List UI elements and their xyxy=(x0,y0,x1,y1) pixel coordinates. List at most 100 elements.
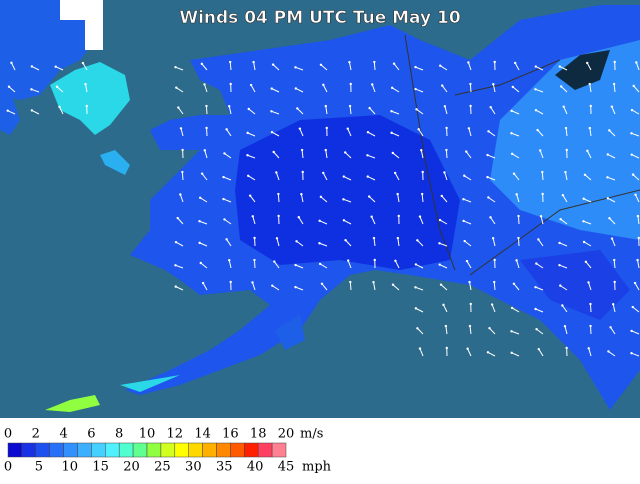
wind-arrow-head xyxy=(343,175,345,177)
wind-arrow-head xyxy=(634,282,636,284)
legend-tick-ms: 6 xyxy=(87,427,95,442)
legend-tick-ms: 16 xyxy=(222,427,239,442)
wind-arrow-head xyxy=(565,347,567,349)
wind-arrow-head xyxy=(392,152,394,154)
wind-arrow-head xyxy=(393,63,395,65)
legend-swatch xyxy=(230,443,244,457)
wind-arrow-head xyxy=(31,109,33,111)
wind-arrow-head xyxy=(179,193,181,195)
wind-arrow-head xyxy=(612,303,614,305)
wind-arrow-head xyxy=(371,83,373,85)
wind-arrow-head xyxy=(415,263,417,265)
wind-arrow-head xyxy=(247,175,249,177)
map-title: Winds 04 PM UTC Tue May 10 xyxy=(179,8,461,28)
wind-arrow-head xyxy=(373,237,375,239)
wind-arrow-head xyxy=(630,132,632,134)
wind-arrow-head xyxy=(174,66,176,68)
wind-arrow-head xyxy=(560,85,562,87)
wind-arrow-head xyxy=(469,83,471,85)
legend-tick-mph: 10 xyxy=(62,460,79,475)
wind-arrow-head xyxy=(445,127,447,129)
wind-arrow-head xyxy=(510,132,512,134)
wind-arrow-head xyxy=(55,65,57,67)
wind-arrow-head xyxy=(636,259,638,261)
wind-arrow-head xyxy=(349,281,351,283)
wind-arrow-head xyxy=(222,198,224,200)
wind-arrow-head xyxy=(582,220,584,222)
wind-arrow-head xyxy=(511,307,513,309)
wind-arrow-head xyxy=(489,216,491,218)
wind-arrow-head xyxy=(534,286,536,288)
wind-arrow-head xyxy=(394,260,396,262)
legend-unit-mph: mph xyxy=(302,460,332,475)
wind-arrow-head xyxy=(534,308,536,310)
wind-arrow-head xyxy=(204,149,206,151)
wind-arrow-head xyxy=(398,215,400,217)
legend-swatch xyxy=(36,443,50,457)
legend-tick-ms: 14 xyxy=(194,427,211,442)
wind-arrow-head xyxy=(465,150,467,152)
wind-arrow-head xyxy=(614,61,616,63)
wind-arrow-head xyxy=(607,350,609,352)
wind-arrow-head xyxy=(539,149,541,151)
wind-arrow-head xyxy=(468,281,470,283)
wind-arrow-head xyxy=(607,153,609,155)
wind-arrow-head xyxy=(416,239,418,241)
wind-arrow-head xyxy=(175,285,177,287)
wind-arrow-head xyxy=(198,220,200,222)
wind-arrow-head xyxy=(246,154,248,156)
wind-arrow-head xyxy=(462,220,464,222)
wind-arrow-head xyxy=(294,264,296,266)
wind-arrow-head xyxy=(632,173,634,175)
wind-arrow-head xyxy=(414,88,416,90)
wind-arrow-head xyxy=(607,197,609,199)
wind-arrow-head xyxy=(439,263,441,265)
wind-arrow-head xyxy=(322,172,324,174)
wind-arrow-head xyxy=(175,241,177,243)
wind-arrow-head xyxy=(463,175,465,177)
legend-tick-ms: 20 xyxy=(278,427,295,442)
wind-arrow-head xyxy=(300,193,302,195)
wind-arrow-head xyxy=(590,105,592,107)
wind-arrow-head xyxy=(199,197,201,199)
wind-arrow-head xyxy=(462,198,464,200)
legend-swatch xyxy=(189,443,203,457)
legend-tick-mph: 15 xyxy=(92,460,109,475)
wind-arrow xyxy=(278,194,279,202)
wind-arrow-head xyxy=(486,176,488,178)
wind-arrow-head xyxy=(370,216,372,218)
wind-arrow-head xyxy=(611,105,613,107)
wind-arrow-head xyxy=(201,63,203,65)
wind-arrow-head xyxy=(606,176,608,178)
wind-arrow-head xyxy=(440,283,442,285)
wind-arrow-head xyxy=(203,83,205,85)
wind-arrow-head xyxy=(422,171,424,173)
legend-swatch xyxy=(147,443,161,457)
wind-arrow-head xyxy=(637,215,639,217)
legend-tick-ms: 0 xyxy=(4,427,12,442)
wind-arrow-head xyxy=(517,215,519,217)
wind-arrow-head xyxy=(271,131,273,133)
wind-arrow-head xyxy=(416,327,418,329)
legend-tick-ms: 8 xyxy=(115,427,123,442)
wind-arrow-head xyxy=(419,347,421,349)
wind-arrow-head xyxy=(322,84,324,86)
wind-arrow-head xyxy=(439,65,441,67)
wind-arrow-head xyxy=(613,259,615,261)
legend-tick-ms: 12 xyxy=(167,427,184,442)
legend-swatch xyxy=(272,443,286,457)
wind-arrow-head xyxy=(302,171,304,173)
wind-arrow-head xyxy=(272,151,274,153)
wind-arrow-head xyxy=(272,63,274,65)
wind-arrow-head xyxy=(419,215,421,217)
wind-arrow-head xyxy=(511,153,513,155)
wind-arrow-head xyxy=(510,110,512,112)
wind-arrow-head xyxy=(319,263,321,265)
legend-swatch xyxy=(8,443,22,457)
wind-arrow-head xyxy=(589,303,591,305)
wind-arrow-head xyxy=(181,149,183,151)
wind-arrow-head xyxy=(277,193,279,195)
wind-arrow-head xyxy=(270,110,272,112)
wind-arrow-head xyxy=(374,259,376,261)
